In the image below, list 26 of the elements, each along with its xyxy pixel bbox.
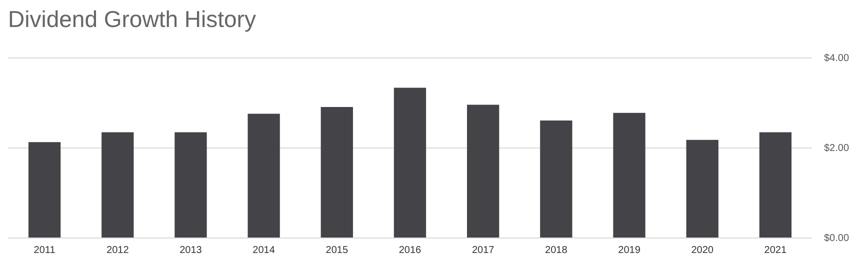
y-tick-label: $2.00 [824, 142, 850, 154]
x-tick-label: 2014 [252, 244, 276, 256]
x-tick-label: 2020 [691, 244, 714, 256]
y-tick-label: $4.00 [824, 52, 850, 64]
bar [466, 104, 500, 238]
bar [686, 140, 718, 238]
bar [613, 112, 646, 238]
bar [248, 114, 280, 238]
bar [759, 132, 792, 238]
x-tick-label: 2019 [618, 244, 641, 256]
chart-title: Dividend Growth History [8, 6, 256, 33]
x-tick-label: 2011 [34, 244, 56, 256]
bar [174, 132, 207, 238]
y-tick-label: $0.00 [824, 232, 850, 244]
x-tick-label: 2016 [398, 244, 422, 256]
x-tick-label: 2015 [326, 244, 348, 256]
bar [540, 120, 572, 238]
bar [320, 107, 353, 238]
x-tick-label: 2012 [106, 244, 130, 256]
bar [28, 142, 61, 238]
bar [102, 132, 134, 238]
x-tick-label: 2017 [472, 244, 495, 256]
x-tick-label: 2021 [764, 244, 787, 256]
x-tick-label: 2013 [180, 244, 202, 256]
bar [394, 88, 426, 238]
x-tick-label: 2018 [545, 244, 568, 256]
